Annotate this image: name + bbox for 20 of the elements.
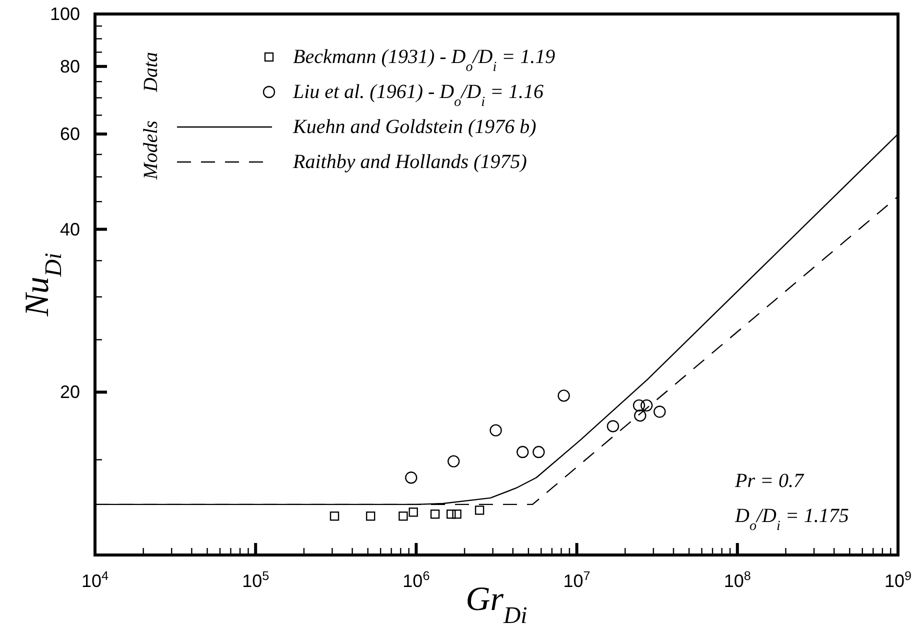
annotation: Data: [140, 52, 162, 93]
legend-label: Kuehn and Goldstein (1976 b): [292, 116, 537, 138]
x-tick-label: 10$^{6}$: [402, 569, 430, 591]
x-tick-label: 10$^{4}$: [81, 569, 109, 591]
y-tick-label: 40: [60, 219, 80, 240]
x-tick-label: 10$^{8}$: [724, 569, 751, 591]
annotation: D$_{o}$/D$_{i}$ = 1.175: [734, 505, 849, 534]
x-tick-label: 10$^{5}$: [242, 569, 270, 591]
annotation: Pr = 0.7: [734, 470, 804, 492]
x-tick-label: 10$^{9}$: [884, 569, 912, 591]
legend-label: Raithby and Hollands (1975): [292, 151, 528, 173]
legend-label: Liu et al. (1961) - D$_{o}$/D$_{i}$ = 1.16: [292, 81, 544, 110]
x-axis-title: Gr$_{Di}$: [466, 581, 528, 629]
x-tick-label: 10$^{7}$: [563, 569, 590, 591]
legend-label: Beckmann (1931) - D$_{o}$/D$_{i}$ = 1.19: [293, 46, 556, 74]
y-tick-label: 100: [50, 4, 80, 24]
y-tick-label: 20: [60, 382, 80, 402]
y-tick-label: 60: [60, 124, 80, 144]
y-tick-label: 80: [60, 56, 80, 76]
annotation: Models: [140, 120, 162, 180]
